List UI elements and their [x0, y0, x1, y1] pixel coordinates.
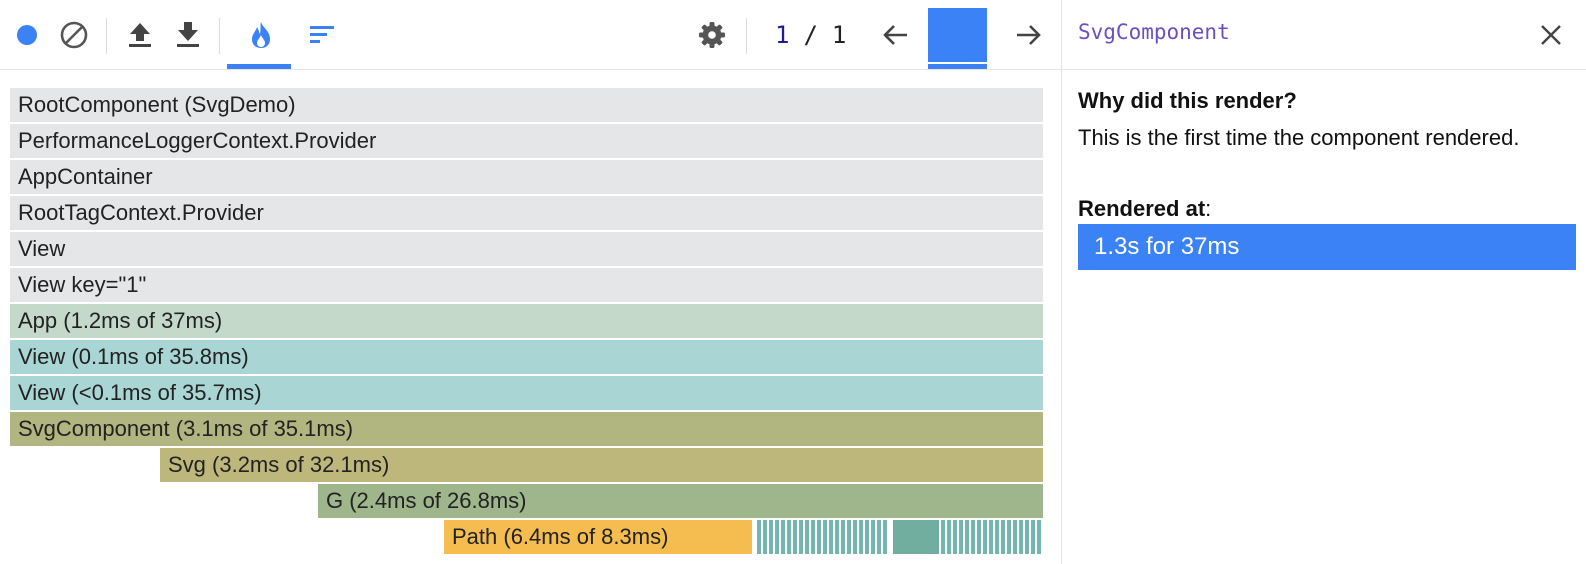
flamegraph-leaf-node[interactable] [805, 520, 809, 554]
close-icon [1541, 25, 1561, 45]
flamegraph-tab[interactable] [232, 12, 290, 58]
flamegraph-leaf-node[interactable] [1007, 520, 1011, 554]
flamegraph-leaf-node[interactable] [995, 520, 999, 554]
flamegraph-leaf-node[interactable] [1031, 520, 1035, 554]
toolbar-separator [746, 18, 747, 54]
selected-commit-indicator [928, 64, 987, 69]
flamegraph-leaf-node[interactable] [853, 520, 857, 554]
flamegraph-node[interactable]: RootTagContext.Provider [10, 196, 1043, 230]
arrow-right-icon [1017, 25, 1041, 45]
panel-divider [1061, 0, 1062, 564]
toolbar-separator [106, 18, 107, 54]
save-profile-button[interactable] [170, 12, 206, 58]
flamegraph-leaf-node[interactable] [971, 520, 975, 554]
flamegraph-icon [252, 22, 270, 48]
flamegraph-node[interactable]: PerformanceLoggerContext.Provider [10, 124, 1043, 158]
flamegraph-leaf-node[interactable] [983, 520, 987, 554]
flamegraph-leaf-node[interactable] [953, 520, 957, 554]
flamegraph-leaf-node[interactable] [781, 520, 785, 554]
ranked-tab[interactable] [304, 12, 340, 58]
why-rendered-text: This is the first time the component ren… [1078, 125, 1520, 150]
flamegraph-node[interactable]: Path (6.4ms of 8.3ms) [444, 520, 752, 554]
flamegraph-leaf-node[interactable] [965, 520, 969, 554]
flamegraph-leaf-node[interactable] [989, 520, 993, 554]
profiler-toolbar: 1 / 1 [0, 0, 1061, 70]
flamegraph-leaf-node[interactable] [1001, 520, 1005, 554]
commit-counter: 1 / 1 [775, 0, 846, 70]
flamegraph-leaf-node[interactable] [829, 520, 833, 554]
flamegraph-leaf-node[interactable] [775, 520, 779, 554]
flamegraph-leaf-node[interactable] [823, 520, 827, 554]
upload-icon [129, 23, 151, 47]
flamegraph-leaf-node[interactable] [877, 520, 881, 554]
flamegraph-leaf-node[interactable] [787, 520, 791, 554]
settings-button[interactable] [694, 12, 730, 58]
arrow-left-icon [883, 25, 907, 45]
flamegraph-leaf-node[interactable] [799, 520, 803, 554]
why-rendered-heading: Why did this render? [1078, 88, 1297, 113]
commit-current: 1 [775, 21, 790, 49]
flamegraph-leaf-node[interactable] [763, 520, 767, 554]
rendered-at-label: Rendered at: [1078, 196, 1212, 221]
profiler-panel: 1 / 1 RootComponent (SvgDemo) Performanc… [0, 0, 1061, 554]
flamegraph-leaf-node[interactable] [959, 520, 963, 554]
flamegraph-leaf-node[interactable] [841, 520, 845, 554]
flamegraph-node[interactable]: View [10, 232, 1043, 266]
flamegraph-leaf-node[interactable] [793, 520, 797, 554]
flamegraph-leaf-node[interactable] [977, 520, 981, 554]
details-header: SvgComponent [1062, 0, 1586, 70]
gear-icon [699, 22, 725, 48]
flamegraph-node[interactable]: View key="1" [10, 268, 1043, 302]
download-icon [177, 22, 199, 47]
flamegraph-node[interactable]: App (1.2ms of 37ms) [10, 304, 1043, 338]
flamegraph-node[interactable]: View (<0.1ms of 35.7ms) [10, 376, 1043, 410]
record-button[interactable] [10, 12, 44, 58]
flamegraph-node-selected[interactable]: SvgComponent (3.1ms of 35.1ms) [10, 412, 1043, 446]
close-button[interactable] [1534, 18, 1568, 52]
flamegraph-leaf-node[interactable] [883, 520, 887, 554]
flamegraph-node[interactable]: AppContainer [10, 160, 1043, 194]
record-icon [17, 25, 37, 45]
flamegraph-leaf-node[interactable] [947, 520, 951, 554]
commit-separator: / [803, 21, 818, 49]
commit-total: 1 [831, 21, 847, 49]
render-entry[interactable]: 1.3s for 37ms [1078, 224, 1576, 270]
flamegraph-leaf-node[interactable] [847, 520, 851, 554]
flamegraph-leaf-node[interactable] [1037, 520, 1041, 554]
flamegraph-leaf-nodes [755, 520, 1043, 554]
active-tab-indicator [227, 64, 291, 69]
flamegraph-node[interactable]: RootComponent (SvgDemo) [10, 88, 1043, 122]
flamegraph-node[interactable]: Svg (3.2ms of 32.1ms) [160, 448, 1043, 482]
load-profile-button[interactable] [122, 12, 158, 58]
selected-component-name: SvgComponent [1078, 20, 1230, 44]
flamegraph-leaf-node[interactable] [1019, 520, 1023, 554]
flamegraph-leaf-node[interactable] [865, 520, 869, 554]
flamegraph-leaf-node[interactable] [1013, 520, 1017, 554]
flamegraph-leaf-node[interactable] [871, 520, 875, 554]
flamegraph-leaf-node[interactable] [859, 520, 863, 554]
flamegraph-node[interactable]: View (0.1ms of 35.8ms) [10, 340, 1043, 374]
flamegraph-leaf-node[interactable] [1025, 520, 1029, 554]
commit-bar[interactable] [928, 8, 987, 62]
clear-icon [60, 21, 88, 49]
flamegraph-leaf-node[interactable] [941, 520, 945, 554]
flamegraph-leaf-node[interactable] [769, 520, 773, 554]
previous-commit-button[interactable] [878, 12, 914, 58]
flamegraph-leaf-node[interactable] [817, 520, 821, 554]
flamegraph-leaf-node[interactable] [893, 520, 939, 554]
ranked-icon [310, 26, 334, 43]
next-commit-button[interactable] [1010, 12, 1046, 58]
flamegraph-leaf-node[interactable] [757, 520, 761, 554]
flamegraph-leaf-node[interactable] [835, 520, 839, 554]
flamegraph-leaf-node[interactable] [811, 520, 815, 554]
clear-button[interactable] [56, 12, 92, 58]
flamegraph-node[interactable]: G (2.4ms of 26.8ms) [318, 484, 1043, 518]
toolbar-separator [219, 18, 220, 54]
component-details-panel: SvgComponent Why did this render? This i… [1062, 0, 1586, 564]
